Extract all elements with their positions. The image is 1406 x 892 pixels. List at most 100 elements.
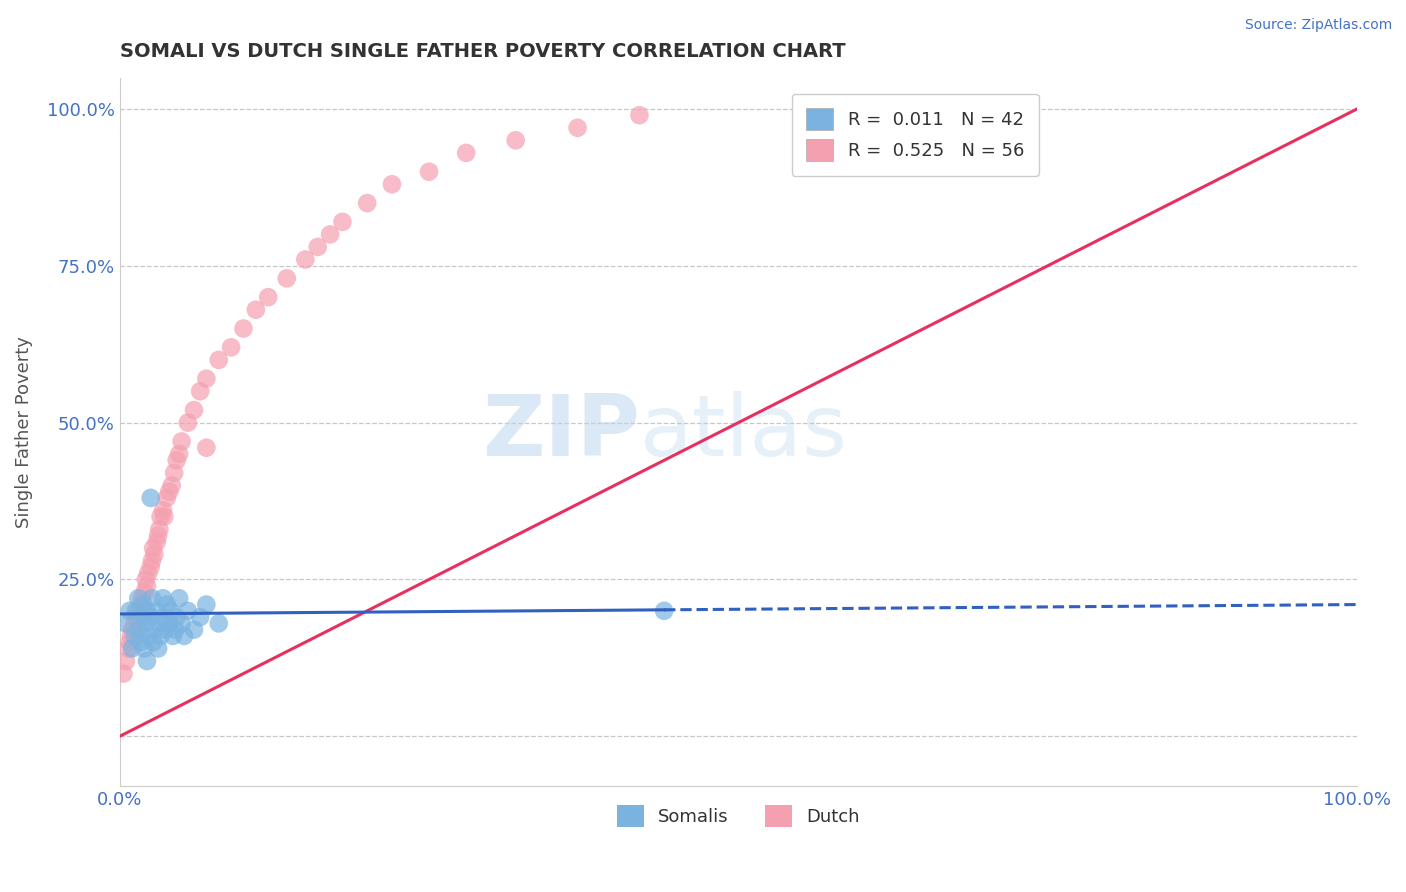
Point: [125, 610, 148, 624]
Point: [129, 598, 152, 612]
Point: [135, 616, 157, 631]
Point: [125, 616, 148, 631]
Point: [125, 604, 148, 618]
Point: [146, 528, 169, 542]
Point: [319, 227, 342, 242]
Point: [139, 491, 162, 505]
Point: [177, 416, 200, 430]
Point: [141, 591, 163, 606]
Point: [136, 579, 159, 593]
Point: [332, 215, 354, 229]
Point: [129, 635, 152, 649]
Point: [146, 641, 169, 656]
Point: [148, 522, 170, 536]
Text: atlas: atlas: [640, 391, 848, 474]
Point: [136, 566, 159, 581]
Point: [143, 547, 166, 561]
Point: [132, 598, 155, 612]
Point: [195, 372, 218, 386]
Point: [135, 573, 157, 587]
Point: [381, 178, 404, 192]
Point: [139, 610, 162, 624]
Point: [146, 534, 169, 549]
Point: [652, 604, 675, 618]
Point: [162, 629, 184, 643]
Point: [170, 434, 193, 449]
Point: [188, 610, 211, 624]
Point: [141, 554, 163, 568]
Point: [121, 641, 143, 656]
Point: [115, 616, 138, 631]
Point: [157, 484, 180, 499]
Legend: Somalis, Dutch: Somalis, Dutch: [610, 797, 868, 834]
Point: [257, 290, 280, 304]
Point: [131, 610, 153, 624]
Point: [149, 509, 172, 524]
Point: [146, 604, 169, 618]
Point: [142, 635, 165, 649]
Point: [157, 616, 180, 631]
Point: [131, 591, 153, 606]
Point: [143, 623, 166, 637]
Point: [166, 453, 188, 467]
Point: [136, 654, 159, 668]
Point: [152, 503, 174, 517]
Point: [136, 629, 159, 643]
Point: [134, 641, 156, 656]
Point: [156, 598, 179, 612]
Point: [118, 635, 141, 649]
Point: [118, 604, 141, 618]
Point: [307, 240, 329, 254]
Point: [183, 623, 205, 637]
Point: [160, 478, 183, 492]
Point: [163, 466, 186, 480]
Point: [173, 629, 195, 643]
Text: Source: ZipAtlas.com: Source: ZipAtlas.com: [1244, 18, 1392, 32]
Point: [219, 340, 242, 354]
Point: [195, 441, 218, 455]
Point: [188, 384, 211, 399]
Point: [166, 610, 188, 624]
Point: [170, 616, 193, 631]
Point: [567, 120, 589, 135]
Point: [120, 629, 142, 643]
Point: [167, 591, 190, 606]
Point: [124, 629, 146, 643]
Point: [159, 604, 181, 618]
Point: [121, 623, 143, 637]
Point: [195, 598, 218, 612]
Text: SOMALI VS DUTCH SINGLE FATHER POVERTY CORRELATION CHART: SOMALI VS DUTCH SINGLE FATHER POVERTY CO…: [120, 42, 845, 61]
Point: [153, 509, 176, 524]
Point: [177, 604, 200, 618]
Point: [505, 133, 527, 147]
Point: [124, 616, 146, 631]
Point: [127, 591, 149, 606]
Point: [148, 616, 170, 631]
Point: [112, 666, 135, 681]
Point: [418, 164, 440, 178]
Point: [142, 541, 165, 555]
Point: [456, 145, 478, 160]
Point: [152, 591, 174, 606]
Point: [167, 447, 190, 461]
Point: [132, 604, 155, 618]
Y-axis label: Single Father Poverty: Single Father Poverty: [15, 336, 32, 528]
Point: [208, 352, 231, 367]
Point: [149, 629, 172, 643]
Point: [165, 623, 187, 637]
Point: [156, 491, 179, 505]
Point: [294, 252, 316, 267]
Point: [153, 610, 176, 624]
Point: [628, 108, 651, 122]
Point: [208, 616, 231, 631]
Point: [356, 196, 378, 211]
Point: [245, 302, 267, 317]
Point: [127, 604, 149, 618]
Point: [117, 641, 139, 656]
Point: [232, 321, 254, 335]
Point: [136, 604, 159, 618]
Point: [127, 623, 149, 637]
Point: [115, 654, 138, 668]
Point: [139, 560, 162, 574]
Text: ZIP: ZIP: [482, 391, 640, 474]
